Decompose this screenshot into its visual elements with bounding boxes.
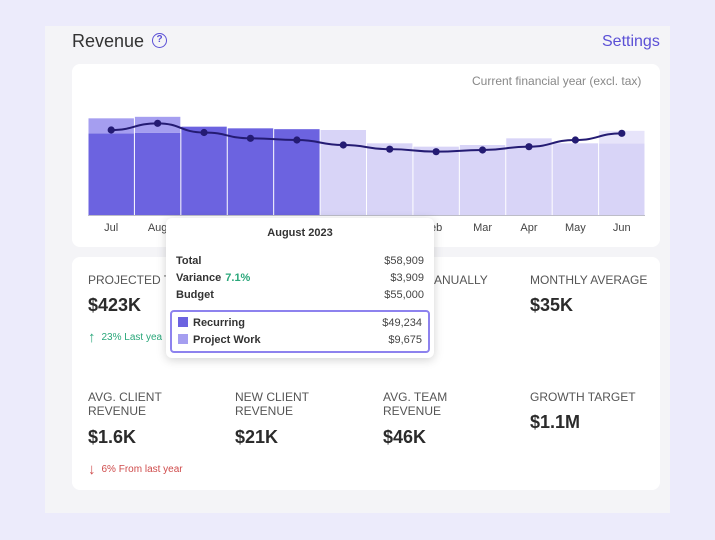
tick-label: Jun [613, 222, 631, 234]
arrow-down-icon: ↓ [88, 461, 96, 478]
stat-label-monthly: MONTHLY AVERAGE [530, 273, 648, 287]
stat-label-avg-team: AVG. TEAM REVENUE [383, 390, 523, 418]
stat-trend-projected: ↑ 23% Last yea [88, 329, 162, 346]
settings-link[interactable]: Settings [602, 33, 660, 50]
chart-subtitle: Current financial year (excl. tax) [472, 74, 642, 88]
stat-label-avg-client: AVG. CLIENT REVENUE [88, 390, 228, 418]
budget-line [111, 122, 622, 153]
tooltip-variance-label: Variance [176, 272, 222, 284]
bar-recurring-may [552, 143, 599, 215]
stat-value-new-client: $21K [235, 427, 279, 447]
bar-recurring-jan [367, 143, 413, 215]
tooltip-total-label: Total [176, 255, 202, 267]
tooltip-variance-pct: 7.1% [225, 272, 251, 284]
tooltip-recurring-label: Recurring [193, 317, 245, 329]
tick-label: Jul [104, 222, 118, 234]
project-swatch [178, 334, 188, 344]
trend-pct: 23% [101, 332, 122, 343]
stat-value-projected: $423K [88, 295, 142, 315]
tooltip-project-value: $9,675 [388, 334, 422, 346]
tooltip-recurring-row: Recurring $49,234 [178, 317, 422, 329]
stat-value-avg-team: $46K [383, 427, 427, 447]
stat-label-manually: ANUALLY [434, 273, 488, 287]
tick-label: Apr [520, 222, 537, 234]
trend-text: From last year [118, 464, 183, 475]
budget-point-jul [107, 126, 115, 134]
stat-trend-avg-client: ↓ 6% From last year [88, 461, 183, 478]
budget-point-mar [478, 146, 487, 154]
bar-recurring-oct [227, 128, 274, 215]
budget-point-jun [618, 129, 626, 137]
budget-point-may [571, 136, 579, 144]
tooltip-budget-value: $55,000 [384, 289, 424, 301]
budget-point-aug [154, 119, 162, 127]
tooltip-title: August 2023 [267, 227, 333, 239]
tooltip-total-row: Total $58,909 [176, 255, 424, 267]
budget-point-jan [386, 145, 394, 153]
label-line: REVENUE [383, 404, 442, 418]
stat-label-new-client: NEW CLIENT REVENUE [235, 390, 375, 418]
bar-recurring-apr [506, 138, 552, 215]
budget-point-sep [200, 128, 208, 137]
bar-recurring-jul [88, 133, 134, 215]
stat-label-growth: GROWTH TARGET [530, 390, 636, 404]
label-line: AVG. CLIENT [88, 390, 162, 404]
trend-text: Last yea [124, 332, 163, 343]
trend-pct: 6% [101, 464, 116, 475]
bar-recurring-aug [134, 132, 181, 215]
label-line: AVG. TEAM [383, 390, 448, 404]
tooltip-variance-row: Variance 7.1% $3,909 [176, 272, 424, 284]
stat-value-monthly: $35K [530, 295, 574, 315]
arrow-up-icon: ↑ [88, 329, 96, 346]
bar-recurring-mar [459, 145, 506, 215]
help-icon[interactable]: ? [152, 33, 167, 48]
tooltip-project-label: Project Work [193, 334, 261, 346]
stat-label-projected: PROJECTED T [88, 273, 172, 287]
label-line: REVENUE [235, 404, 294, 418]
bar-recurring-feb [413, 146, 459, 215]
budget-point-feb [432, 148, 440, 156]
tooltip-project-row: Project Work $9,675 [178, 334, 422, 346]
tooltip-budget-label: Budget [176, 289, 214, 301]
budget-point-oct [246, 134, 255, 142]
tooltip-budget-row: Budget $55,000 [176, 289, 424, 301]
recurring-swatch [178, 317, 188, 327]
tick-label: May [565, 222, 586, 234]
tooltip-breakdown: Recurring $49,234 Project Work $9,675 [170, 310, 430, 353]
tick-label: Mar [473, 222, 492, 234]
stat-value-avg-client: $1.6K [88, 427, 137, 447]
label-line: NEW CLIENT [235, 390, 310, 404]
tooltip-variance-value: $3,909 [390, 272, 424, 284]
budget-point-dec [339, 141, 347, 149]
label-line: REVENUE [88, 404, 147, 418]
budget-point-nov [293, 136, 301, 144]
tooltip-recurring-value: $49,234 [382, 317, 422, 329]
page-title: Revenue [72, 31, 145, 51]
bar-recurring-sep [181, 126, 227, 215]
tick-label: Aug [148, 222, 168, 234]
budget-point-apr [525, 143, 533, 151]
tooltip-total-value: $58,909 [384, 255, 424, 267]
bar-recurring-jun [599, 143, 645, 215]
chart-tooltip: August 2023 Total $58,909 Variance 7.1% $… [166, 218, 434, 358]
stat-value-growth: $1.1M [530, 412, 581, 432]
